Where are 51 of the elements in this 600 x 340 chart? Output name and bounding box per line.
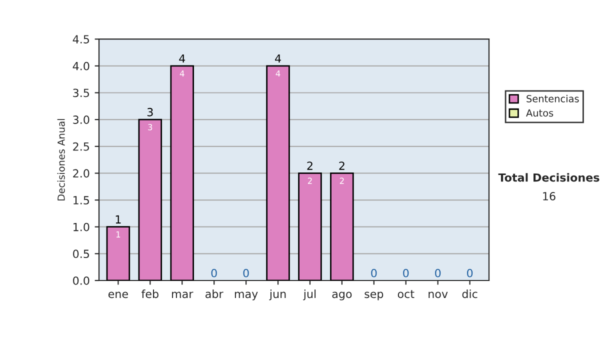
- data-label: 4: [180, 70, 184, 77]
- data-label: 2: [308, 178, 312, 184]
- text: 3.0: [73, 116, 90, 124]
- x-tick-label: oct: [398, 290, 414, 298]
- total-label: 0: [467, 268, 473, 278]
- text: 4.0: [72, 62, 90, 70]
- legend-label: Sentencias: [526, 94, 579, 102]
- x-tick-label: mar: [172, 292, 194, 298]
- x-tick-label: abr: [206, 290, 224, 298]
- x-tick-label: jun: [269, 290, 286, 300]
- data-label: 3: [148, 124, 152, 130]
- x-tick-label: sep: [364, 292, 384, 300]
- bar: [298, 172, 322, 280]
- bar: [106, 226, 130, 280]
- x-tick-label: feb: [142, 290, 158, 298]
- data-label: 1: [116, 231, 120, 238]
- bar: [138, 118, 162, 280]
- data-label: 2: [340, 178, 344, 184]
- total-label: 0: [435, 268, 441, 278]
- total-label: 2: [307, 162, 312, 170]
- total-label: 0: [403, 268, 409, 278]
- x-tick-label: ene: [108, 292, 128, 298]
- text: 0.5: [73, 250, 89, 258]
- total-label: 1: [116, 215, 121, 224]
- x-tick-label: dic: [462, 290, 478, 298]
- total-label: 2: [339, 162, 344, 170]
- text: 2.0: [73, 169, 90, 178]
- total-label: 4: [179, 54, 186, 63]
- text: 3.5: [73, 88, 89, 98]
- total-label: 0: [211, 268, 217, 278]
- total-label: 3: [147, 108, 153, 116]
- total-label: 0: [371, 268, 377, 278]
- x-tick-label: may: [234, 292, 258, 300]
- text: 1.0: [74, 222, 90, 232]
- bar: [266, 65, 290, 280]
- total-label: 4: [275, 54, 281, 63]
- text: 4.5: [72, 35, 89, 44]
- x-tick-label: jul: [303, 290, 316, 300]
- data-label: 4: [276, 70, 280, 77]
- bar: [330, 172, 354, 280]
- x-tick-label: ago: [332, 292, 352, 300]
- text: Total Decisiones: [498, 173, 600, 182]
- text: 16: [543, 192, 556, 200]
- text: 2.5: [73, 142, 89, 151]
- legend-label: Autos: [526, 109, 554, 117]
- y-axis-title: Decisiones Anual: [57, 119, 65, 200]
- text: 0.0: [73, 276, 90, 285]
- x-tick-label: nov: [428, 292, 448, 298]
- text: 1.5: [74, 196, 89, 204]
- bar: [170, 65, 194, 280]
- total-label: 0: [243, 268, 249, 278]
